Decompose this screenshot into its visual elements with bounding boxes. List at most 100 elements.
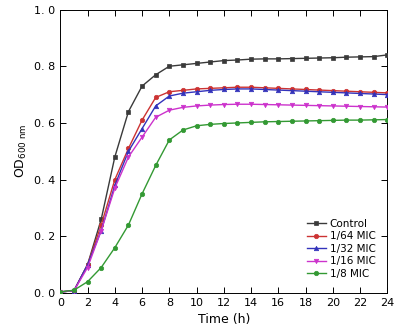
1/8 MIC [153,163,158,167]
1/8 MIC [140,192,144,196]
1/32 MIC [58,290,63,294]
1/8 MIC [276,120,281,124]
1/8 MIC [222,122,226,125]
Control [85,263,90,267]
1/32 MIC [194,90,199,94]
1/16 MIC [249,102,254,106]
Control [194,61,199,65]
1/64 MIC [222,86,226,90]
1/32 MIC [222,88,226,92]
1/32 MIC [249,87,254,91]
1/64 MIC [208,86,212,90]
1/8 MIC [262,120,267,124]
1/16 MIC [235,102,240,106]
1/32 MIC [72,289,76,293]
1/32 MIC [358,92,362,96]
1/64 MIC [303,88,308,92]
Control [262,57,267,61]
1/8 MIC [330,119,335,123]
1/16 MIC [112,186,117,190]
1/16 MIC [371,105,376,109]
1/8 MIC [249,121,254,124]
1/32 MIC [112,183,117,187]
1/8 MIC [208,123,212,126]
Control [317,56,322,60]
Control [330,56,335,60]
1/16 MIC [126,155,131,159]
1/64 MIC [385,91,390,95]
1/64 MIC [358,90,362,94]
1/32 MIC [262,88,267,92]
1/64 MIC [85,263,90,267]
Control [371,55,376,59]
Control [167,64,172,68]
1/32 MIC [85,263,90,267]
1/64 MIC [180,88,185,92]
Control [222,58,226,62]
1/16 MIC [262,103,267,107]
1/16 MIC [385,105,390,109]
1/16 MIC [358,105,362,109]
1/8 MIC [126,223,131,227]
Control [126,110,131,114]
1/8 MIC [317,119,322,123]
1/32 MIC [344,91,349,95]
1/16 MIC [140,135,144,139]
1/64 MIC [371,90,376,94]
1/64 MIC [249,85,254,89]
1/64 MIC [99,223,104,227]
Control [72,289,76,293]
1/16 MIC [167,108,172,112]
1/8 MIC [167,138,172,142]
1/32 MIC [317,90,322,94]
1/32 MIC [140,126,144,130]
1/32 MIC [385,93,390,97]
1/64 MIC [344,89,349,93]
1/16 MIC [180,105,185,109]
Control [99,217,104,221]
1/64 MIC [262,86,267,90]
Control [235,58,240,62]
Line: 1/64 MIC: 1/64 MIC [58,85,390,294]
Line: Control: Control [58,53,390,294]
1/64 MIC [330,89,335,93]
Control [385,53,390,57]
1/64 MIC [58,290,63,294]
1/32 MIC [180,91,185,95]
1/16 MIC [194,104,199,108]
1/16 MIC [276,103,281,107]
Control [180,63,185,67]
1/32 MIC [208,88,212,92]
1/8 MIC [385,118,390,122]
1/64 MIC [112,178,117,182]
1/8 MIC [85,280,90,284]
1/16 MIC [222,103,226,107]
1/32 MIC [126,149,131,153]
1/64 MIC [153,95,158,99]
1/8 MIC [72,288,76,292]
1/8 MIC [99,266,104,270]
Line: 1/8 MIC: 1/8 MIC [58,117,390,294]
1/64 MIC [194,87,199,91]
1/16 MIC [290,103,294,107]
1/8 MIC [235,121,240,125]
Control [276,57,281,61]
Line: 1/32 MIC: 1/32 MIC [58,87,390,294]
X-axis label: Time (h): Time (h) [198,313,250,326]
1/16 MIC [85,266,90,270]
1/32 MIC [290,89,294,93]
1/16 MIC [344,104,349,108]
1/64 MIC [235,85,240,89]
1/32 MIC [235,87,240,91]
1/16 MIC [99,229,104,233]
1/8 MIC [358,118,362,122]
Control [208,60,212,64]
1/32 MIC [371,92,376,96]
1/16 MIC [58,290,63,294]
Control [153,73,158,77]
Legend: Control, 1/64 MIC, 1/32 MIC, 1/16 MIC, 1/8 MIC: Control, 1/64 MIC, 1/32 MIC, 1/16 MIC, 1… [304,215,379,282]
1/64 MIC [290,87,294,91]
Line: 1/16 MIC: 1/16 MIC [58,102,390,294]
Y-axis label: OD$_{600\ \rm{nm}}$: OD$_{600\ \rm{nm}}$ [14,124,29,179]
1/32 MIC [276,88,281,92]
